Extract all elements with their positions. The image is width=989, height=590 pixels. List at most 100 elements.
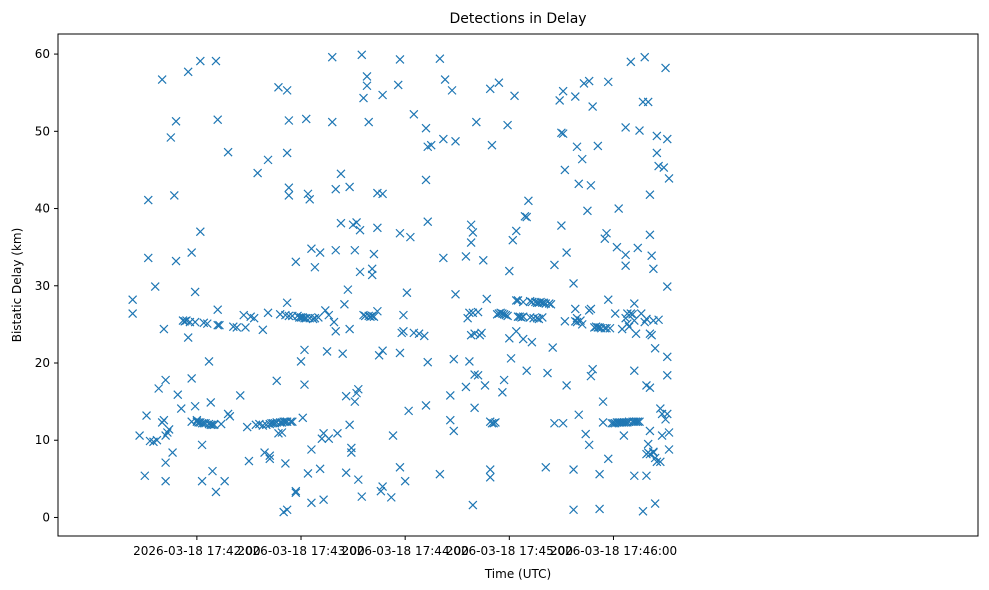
data-point	[404, 406, 414, 416]
data-point	[341, 391, 351, 401]
data-point	[150, 282, 160, 291]
data-point	[274, 82, 283, 92]
data-point	[645, 383, 655, 393]
data-point	[386, 492, 396, 502]
data-point	[187, 374, 197, 383]
data-point	[556, 221, 566, 230]
data-point	[614, 204, 624, 213]
data-point	[440, 75, 450, 84]
data-point	[569, 465, 578, 475]
data-point	[598, 418, 608, 427]
data-point	[629, 366, 639, 376]
data-point	[176, 404, 186, 413]
plot-area-frame	[57, 33, 979, 537]
y-tick-label: 30	[35, 279, 50, 293]
data-point	[487, 418, 497, 428]
data-point	[369, 249, 379, 259]
data-point	[399, 326, 408, 336]
data-point	[477, 328, 486, 338]
data-point	[183, 333, 193, 342]
data-point	[497, 387, 507, 397]
y-tick-label: 10	[35, 433, 50, 447]
data-point	[635, 126, 644, 135]
data-point	[197, 440, 207, 450]
data-point	[152, 435, 162, 445]
data-point	[300, 380, 309, 390]
data-point	[235, 391, 245, 400]
data-point	[631, 329, 641, 339]
data-point	[298, 413, 308, 423]
data-point	[574, 410, 584, 420]
data-point	[353, 475, 363, 485]
data-point	[261, 420, 271, 430]
data-point	[478, 255, 488, 265]
data-point	[657, 431, 667, 441]
data-point	[438, 253, 448, 263]
data-point	[168, 448, 177, 458]
data-point	[291, 488, 301, 498]
data-point	[664, 173, 674, 183]
data-point	[485, 472, 495, 482]
data-point	[190, 287, 200, 297]
data-point	[562, 248, 572, 257]
data-point	[253, 168, 263, 178]
data-point	[489, 418, 499, 428]
chart-title: Detections in Delay	[449, 11, 586, 27]
data-point	[402, 288, 412, 298]
data-point	[322, 346, 332, 356]
data-point	[527, 337, 537, 347]
data-point	[216, 419, 226, 429]
data-point	[482, 294, 492, 304]
data-point	[327, 117, 337, 127]
data-point	[602, 228, 611, 238]
data-point	[350, 245, 360, 255]
data-point	[600, 234, 610, 244]
data-point	[143, 195, 153, 205]
data-point	[303, 469, 313, 478]
data-point	[369, 312, 379, 322]
data-point	[249, 313, 259, 323]
data-point	[629, 316, 639, 325]
data-point	[258, 421, 268, 430]
data-point	[523, 196, 533, 206]
data-point	[650, 499, 660, 508]
data-point	[208, 420, 217, 430]
data-point	[204, 357, 214, 366]
data-point	[494, 78, 504, 88]
data-point	[364, 117, 374, 127]
data-point	[301, 114, 311, 124]
data-point	[282, 505, 292, 515]
data-point	[558, 86, 568, 96]
data-point	[419, 331, 429, 341]
data-point	[648, 447, 658, 457]
data-point	[471, 117, 481, 127]
data-point	[595, 469, 605, 479]
data-point	[652, 131, 662, 141]
data-point	[612, 242, 622, 252]
data-point	[206, 397, 216, 407]
data-point	[333, 428, 342, 438]
data-point	[303, 189, 313, 199]
data-point	[629, 299, 639, 308]
data-point	[211, 487, 221, 497]
data-point	[324, 310, 334, 320]
data-point	[586, 304, 596, 314]
data-point	[307, 445, 316, 454]
data-point	[405, 232, 415, 242]
data-point	[315, 464, 325, 474]
y-axis: 0 10 20 30 40 50 60	[35, 47, 58, 524]
data-point	[662, 134, 672, 144]
y-tick-label: 40	[35, 202, 50, 216]
data-point	[603, 295, 613, 305]
data-point	[560, 316, 570, 326]
data-point	[619, 431, 629, 441]
data-point	[357, 50, 367, 60]
data-point	[518, 334, 528, 344]
data-point	[546, 299, 556, 309]
data-point	[570, 304, 580, 314]
data-point	[197, 476, 207, 486]
data-point	[331, 184, 341, 194]
data-point	[362, 81, 372, 91]
data-point	[282, 298, 292, 308]
